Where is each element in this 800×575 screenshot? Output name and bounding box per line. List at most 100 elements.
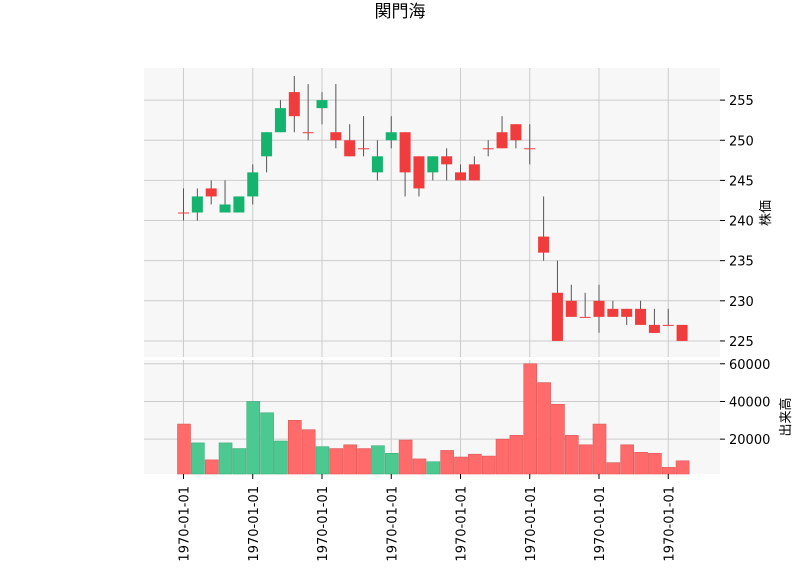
chart-title: 関門海 [375, 2, 426, 22]
price-tick-label: 240 [729, 215, 754, 230]
price-tick-label: 235 [729, 255, 754, 270]
candle-body [261, 132, 273, 157]
volume-bar [509, 435, 524, 475]
x-tick-label: 1970-01-01 [455, 486, 470, 562]
volume-tick-label: 60000 [729, 358, 770, 373]
candle-body [635, 308, 647, 325]
volume-bar [315, 446, 330, 475]
candle-body [441, 156, 453, 165]
volume-bar [440, 450, 454, 475]
candle-body [579, 316, 591, 318]
volume-bar [260, 412, 274, 475]
candle-body [205, 188, 217, 197]
volume-bar [218, 442, 233, 475]
volume-bar [191, 442, 205, 475]
candle-body [427, 156, 439, 173]
candle-body [662, 324, 674, 326]
candle-body [191, 196, 203, 213]
price-tick-label: 230 [729, 295, 754, 310]
volume-bar [648, 452, 662, 475]
volume-bar [578, 444, 593, 475]
volume-bar [177, 423, 191, 475]
candle-body [413, 156, 425, 189]
x-tick-label: 1970-01-01 [662, 486, 677, 562]
volume-bar [274, 440, 288, 475]
price-tick-label: 245 [729, 174, 754, 189]
x-tick-label: 1970-01-01 [524, 486, 539, 562]
volume-bar [592, 423, 607, 475]
candle-body [219, 204, 231, 213]
volume-bar [551, 403, 565, 475]
candle-body [538, 236, 550, 253]
volume-bar [246, 401, 261, 475]
candle-body [621, 308, 633, 317]
y-tick-labels: 225 230 235 240 245 250 255 20000 40000 60000 [720, 94, 770, 448]
volume-tick-label: 40000 [729, 395, 770, 410]
x-tick-labels: 1970-01-01 1970-01-01 1970-01-01 1970-01-01… [178, 474, 677, 562]
volume-bar [620, 444, 635, 475]
candle-body [565, 300, 577, 317]
candle-body [510, 124, 522, 141]
x-tick-label: 1970-01-01 [593, 486, 608, 562]
volume-bar [495, 438, 510, 475]
volume-bar [204, 459, 219, 475]
candle-body [233, 196, 245, 213]
candle-body [399, 132, 411, 173]
candle-body [302, 132, 314, 134]
candle-body [385, 132, 397, 141]
candle-body [371, 156, 383, 173]
volume-bar [232, 448, 247, 475]
candle-body [468, 164, 480, 181]
candle-body [496, 132, 508, 149]
x-tick-label: 1970-01-01 [385, 486, 400, 562]
volume-bar [343, 444, 358, 475]
volume-bar [523, 363, 538, 475]
candle-body [247, 172, 259, 197]
price-tick-label: 225 [729, 335, 754, 350]
volume-tick-label: 20000 [729, 433, 770, 448]
candle-body [330, 132, 342, 141]
volume-bar [606, 462, 621, 475]
volume-bar [329, 448, 344, 475]
candle-body [482, 148, 494, 150]
volume-bar [412, 458, 427, 475]
price-tick-label: 255 [729, 94, 754, 109]
volume-bar [468, 453, 482, 475]
candle-body [178, 212, 189, 214]
volume-bar [481, 455, 496, 475]
candle-body [648, 324, 660, 333]
price-axis-label: 株価 [759, 200, 774, 226]
candle-body [551, 292, 563, 341]
volume-bar [357, 448, 371, 475]
x-tick-label: 1970-01-01 [316, 486, 331, 562]
volume-bar [398, 439, 413, 475]
volume-bar [301, 429, 316, 475]
volume-bar [454, 456, 468, 475]
price-tick-label: 250 [729, 134, 754, 149]
volume-bar [661, 467, 676, 475]
x-tick-label: 1970-01-01 [247, 486, 262, 562]
volume-bar [675, 460, 690, 475]
candle-body [593, 300, 605, 317]
candle-body [524, 148, 536, 150]
volume-bar [371, 445, 385, 475]
candle-body [607, 308, 619, 317]
candle-body [676, 324, 688, 341]
candle-body [274, 108, 286, 133]
volume-bar [384, 452, 399, 475]
volume-bar [426, 461, 441, 475]
volume-bar [287, 419, 302, 475]
candle-body [316, 100, 328, 109]
price-candles [178, 76, 688, 341]
candle-body [344, 140, 356, 157]
volume-bar [564, 435, 579, 475]
candle-body [288, 92, 300, 117]
volume-bars [177, 363, 690, 475]
x-tick-label: 1970-01-01 [178, 486, 193, 562]
volume-bar [634, 452, 648, 475]
candle-body [358, 148, 370, 150]
volume-axis-label: 出来高 [778, 397, 794, 436]
volume-bar [537, 382, 551, 475]
candle-body [455, 172, 466, 181]
